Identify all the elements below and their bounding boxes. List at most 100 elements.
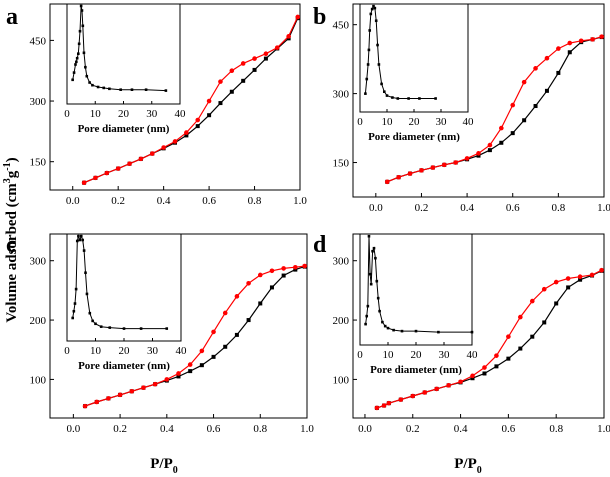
- x-axis-label-left-sub: 0: [173, 465, 178, 476]
- x-tick-label: 0.6: [502, 423, 516, 435]
- point-adsorption: [518, 346, 523, 351]
- panel-d-label: d: [313, 232, 327, 258]
- inset-point: [470, 330, 474, 334]
- inset-point: [418, 97, 421, 100]
- point-desorption: [599, 34, 605, 39]
- inset-frame: [359, 233, 473, 346]
- y-tick-label: 450: [333, 20, 350, 32]
- point-desorption: [106, 396, 111, 401]
- x-axis-label-right: P/P0: [454, 456, 482, 476]
- point-adsorption: [207, 113, 212, 118]
- x-tick-label: 0.0: [66, 195, 80, 207]
- point-adsorption: [487, 148, 492, 153]
- y-axis-label-end: ): [4, 157, 20, 162]
- y-axis-label-sup2: -1: [2, 162, 13, 170]
- inset-point: [381, 320, 384, 324]
- point-desorption: [476, 151, 481, 156]
- inset-point: [386, 326, 390, 330]
- y-tick-label: 300: [30, 256, 47, 268]
- point-desorption: [211, 329, 216, 335]
- point-desorption: [302, 263, 307, 269]
- inset-x-tick-label: 40: [463, 116, 475, 128]
- point-adsorption: [234, 332, 239, 337]
- panel-a-inset: 0 10 20 30 40 Pore diameter (nm): [64, 3, 186, 135]
- point-adsorption: [281, 273, 286, 278]
- y-axis-label: Volume adsorbed (cm3g-1): [2, 157, 20, 322]
- point-adsorption: [258, 301, 263, 306]
- point-desorption: [464, 156, 470, 161]
- inset-x-tick-label: 0: [357, 349, 363, 361]
- point-adsorption: [499, 140, 504, 145]
- point-desorption: [94, 399, 100, 405]
- x-tick-label: 1.0: [293, 195, 307, 207]
- inset-point: [91, 83, 94, 87]
- point-adsorption: [544, 88, 549, 93]
- inset-point: [99, 325, 103, 328]
- inset-point: [368, 29, 372, 32]
- point-adsorption: [199, 363, 204, 368]
- point-desorption: [141, 385, 146, 391]
- point-adsorption: [246, 318, 251, 323]
- inset-point: [376, 296, 380, 300]
- x-tick-label: 0.8: [551, 202, 565, 214]
- inset-point: [374, 19, 378, 23]
- point-desorption: [138, 156, 144, 162]
- point-desorption: [384, 179, 390, 185]
- x-tick-label: 0.2: [113, 423, 127, 435]
- point-desorption: [117, 392, 123, 398]
- inset-x-label: Pore diameter (nm): [78, 123, 170, 135]
- x-tick-label: 1.0: [597, 423, 610, 435]
- point-desorption: [510, 102, 516, 108]
- point-adsorption: [176, 374, 181, 379]
- inset-point: [370, 7, 374, 11]
- point-desorption: [240, 61, 246, 66]
- point-desorption: [269, 268, 275, 274]
- inset-point: [80, 9, 84, 12]
- inset-x-tick-label: 40: [467, 349, 479, 361]
- point-desorption: [195, 117, 201, 123]
- point-adsorption: [269, 285, 274, 290]
- point-desorption: [398, 397, 404, 402]
- x-tick-label: 0.4: [160, 423, 174, 435]
- inset-point: [374, 256, 377, 260]
- point-desorption: [176, 371, 181, 376]
- inset-point: [75, 60, 78, 64]
- y-tick-label: 100: [333, 374, 350, 386]
- x-axis-label-left-text: P/P: [150, 456, 173, 472]
- point-adsorption: [566, 285, 571, 290]
- inset-point: [108, 87, 111, 91]
- point-desorption: [556, 46, 561, 51]
- point-desorption: [115, 166, 121, 171]
- inset-x-tick-label: 0: [64, 345, 70, 357]
- y-axis-label-mid: g: [4, 170, 20, 178]
- point-adsorption: [195, 124, 200, 129]
- point-desorption: [499, 125, 504, 131]
- point-desorption: [252, 56, 257, 61]
- point-desorption: [578, 38, 584, 44]
- x-tick-label: 0.6: [506, 202, 520, 214]
- y-tick-label: 300: [30, 96, 47, 108]
- point-desorption: [419, 168, 424, 173]
- point-desorption: [234, 294, 240, 299]
- point-desorption: [152, 381, 158, 387]
- inset-pore-line: [72, 234, 167, 330]
- point-adsorption: [218, 101, 223, 106]
- point-desorption: [518, 314, 523, 320]
- inset-x-tick-label: 10: [90, 108, 102, 120]
- inset-x-tick-label: 10: [90, 345, 102, 357]
- point-desorption: [199, 348, 205, 354]
- x-tick-label: 0.8: [253, 423, 267, 435]
- point-adsorption: [554, 301, 559, 306]
- inset-x-tick-label: 0: [64, 108, 70, 120]
- inset-point: [72, 309, 76, 313]
- inset-x-tick-label: 20: [118, 108, 130, 120]
- point-desorption: [589, 272, 595, 278]
- point-desorption: [521, 79, 527, 85]
- point-adsorption: [229, 89, 234, 94]
- x-tick-label: 0.6: [207, 423, 221, 435]
- inset-x-label: Pore diameter (nm): [368, 131, 460, 143]
- x-tick-label: 0.6: [202, 195, 216, 207]
- point-desorption: [458, 379, 463, 385]
- inset-point: [165, 327, 169, 330]
- inset-x-tick-label: 40: [176, 345, 188, 357]
